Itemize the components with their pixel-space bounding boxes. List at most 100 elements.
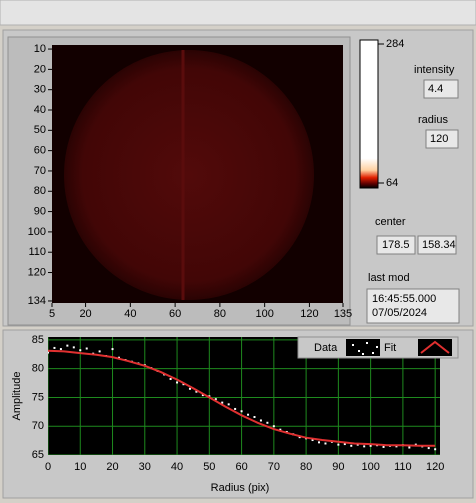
data-point <box>395 445 398 448</box>
data-point <box>272 425 275 428</box>
indicator-value: 178.5 <box>382 239 410 251</box>
data-point <box>72 346 75 349</box>
data-point <box>382 445 385 448</box>
y-axis-label: Amplitude <box>11 372 23 421</box>
data-point <box>53 346 56 349</box>
y-tick-label: 50 <box>34 124 46 136</box>
legend-swatch <box>418 339 452 356</box>
data-point <box>427 447 430 450</box>
data-point <box>356 443 359 446</box>
x-tick-label: 5 <box>49 308 55 320</box>
legend-dot <box>352 344 354 346</box>
x-axis-label: Radius (pix) <box>211 482 270 494</box>
y-tick-label: 70 <box>32 420 44 432</box>
x-tick-label: 10 <box>74 461 86 473</box>
y-tick-label: 65 <box>32 449 44 461</box>
toolbar <box>0 0 476 26</box>
data-point <box>214 398 217 401</box>
legend-dot <box>358 350 360 352</box>
x-tick-label: 40 <box>124 308 136 320</box>
indicator-box <box>376 235 416 255</box>
data-point <box>298 436 301 439</box>
data-point <box>337 443 340 446</box>
data-point <box>240 410 243 413</box>
indicator-value: 4.4 <box>428 83 443 95</box>
data-point <box>188 387 191 390</box>
data-point <box>247 413 250 416</box>
legend-dot <box>372 352 374 354</box>
data-point <box>434 448 437 451</box>
colorbar-tick-label: 64 <box>386 177 398 189</box>
data-point <box>324 442 327 445</box>
legend-dot <box>376 346 378 348</box>
y-tick-label: 75 <box>32 391 44 403</box>
indicator-label: center <box>375 216 406 228</box>
data-point <box>279 428 282 431</box>
plot-layer <box>48 337 440 455</box>
indicator-value: 07/05/2024 <box>372 307 427 319</box>
y-tick-label: 120 <box>28 266 46 278</box>
data-point <box>221 401 224 404</box>
x-tick-label: 50 <box>203 461 215 473</box>
x-tick-label: 80 <box>300 461 312 473</box>
data-point <box>201 394 204 397</box>
legend-label: Fit <box>384 342 396 354</box>
data-point <box>169 378 172 381</box>
x-tick-label: 135 <box>334 308 352 320</box>
data-point <box>350 444 353 447</box>
x-tick-label: 90 <box>332 461 344 473</box>
y-tick-label: 90 <box>34 205 46 217</box>
data-point <box>79 349 82 352</box>
y-tick-label: 70 <box>34 165 46 177</box>
data-point <box>98 350 101 353</box>
data-point <box>253 416 256 419</box>
y-tick-label: 60 <box>34 145 46 157</box>
legend-label: Data <box>314 342 338 354</box>
data-point <box>234 407 237 410</box>
data-point <box>266 421 269 424</box>
data-point <box>182 383 185 386</box>
x-tick-label: 80 <box>214 308 226 320</box>
indicator-value: 158.34 <box>422 239 456 251</box>
data-point <box>48 351 49 354</box>
indicator-label: last mod <box>368 272 410 284</box>
y-tick-label: 10 <box>34 43 46 55</box>
y-tick-label: 110 <box>28 246 46 258</box>
indicator-box <box>423 79 459 99</box>
indicator-value: 120 <box>430 133 448 145</box>
data-point <box>85 347 88 350</box>
data-point <box>369 444 372 447</box>
x-tick-label: 20 <box>79 308 91 320</box>
x-tick-label: 40 <box>171 461 183 473</box>
data-point <box>363 445 366 448</box>
data-point <box>227 403 230 406</box>
data-point <box>66 344 69 347</box>
y-tick-label: 85 <box>32 334 44 346</box>
x-tick-label: 0 <box>45 461 51 473</box>
indicator-label: radius <box>418 114 448 126</box>
legend-swatch <box>346 339 380 356</box>
indicator-box <box>366 288 460 324</box>
y-tick-label: 20 <box>34 63 46 75</box>
legend-dot <box>366 342 368 344</box>
data-point <box>195 390 198 393</box>
y-tick-label: 134 <box>28 295 46 307</box>
x-tick-label: 120 <box>426 461 444 473</box>
x-tick-label: 100 <box>255 308 273 320</box>
data-point <box>111 348 114 351</box>
data-point <box>259 419 262 422</box>
image-disk <box>64 50 314 300</box>
y-tick-label: 80 <box>32 363 44 375</box>
fit-line <box>48 349 436 447</box>
x-tick-label: 100 <box>361 461 379 473</box>
y-tick-label: 30 <box>34 84 46 96</box>
x-tick-label: 30 <box>139 461 151 473</box>
x-tick-label: 60 <box>235 461 247 473</box>
legend-dot <box>362 353 364 355</box>
data-point <box>318 441 321 444</box>
x-tick-label: 110 <box>394 461 412 473</box>
indicator-box <box>417 235 457 255</box>
y-tick-label: 100 <box>28 226 46 238</box>
